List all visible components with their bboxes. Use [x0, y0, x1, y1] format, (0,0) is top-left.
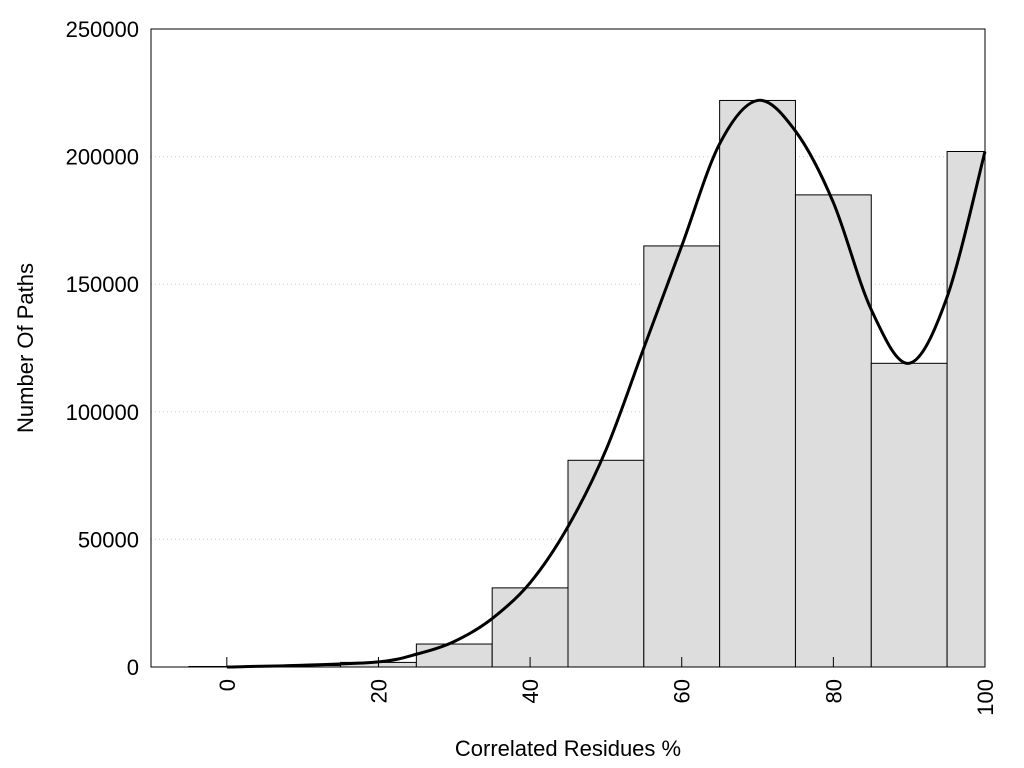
y-axis-title: Number Of Paths	[13, 263, 38, 433]
plot-frame	[150, 28, 986, 668]
y-tick-label: 0	[127, 655, 139, 680]
x-tick-label: 0	[215, 679, 240, 691]
y-axis-ticks: 0 50000 100000 150000 200000 250000	[66, 17, 139, 680]
x-tick-label: 20	[366, 679, 391, 703]
y-tick-label: 250000	[66, 17, 139, 42]
histogram-bar	[794, 194, 872, 668]
x-tick-label: 40	[518, 679, 543, 703]
bars	[188, 99, 986, 668]
histogram-bar	[491, 587, 569, 668]
histogram-bar	[643, 245, 721, 668]
y-tick-label: 200000	[66, 145, 139, 170]
y-tick-label: 150000	[66, 272, 139, 297]
x-tick-label: 60	[670, 679, 695, 703]
density-curve	[226, 98, 987, 669]
x-tick-label: 80	[821, 679, 846, 703]
histogram-bar	[870, 362, 948, 668]
histogram-bar	[946, 150, 986, 668]
histogram-bar	[415, 643, 493, 668]
y-tick-label: 50000	[78, 527, 139, 552]
y-tick-label: 100000	[66, 400, 139, 425]
x-axis-title: Correlated Residues %	[455, 736, 681, 761]
density-curve-layer	[226, 98, 987, 669]
histogram-bar	[719, 99, 796, 668]
histogram-bar	[567, 459, 645, 668]
x-tick-label: 100	[973, 679, 998, 716]
x-axis-ticks: 0 20 40 60 80 100	[215, 679, 998, 716]
